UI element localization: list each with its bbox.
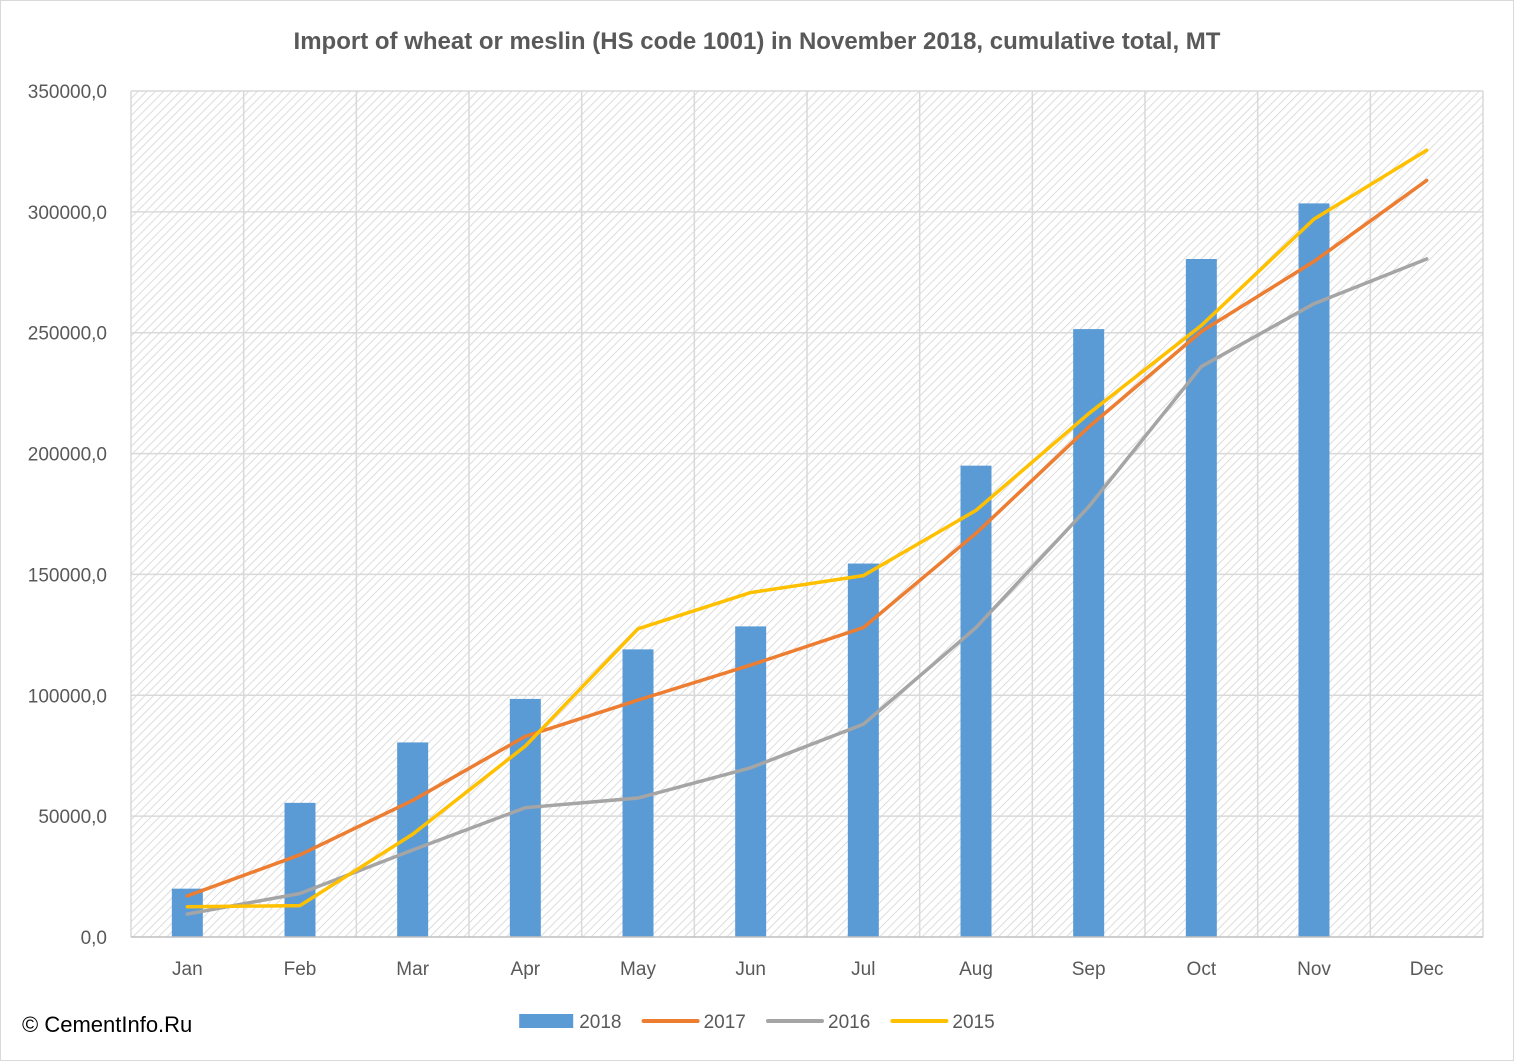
y-tick-label: 300000,0: [28, 203, 107, 224]
x-tick-label-dec: Dec: [1410, 959, 1444, 980]
legend: 2018 2017 2016 2015: [519, 1012, 995, 1033]
chart-title: Import of wheat or meslin (HS code 1001)…: [294, 28, 1221, 55]
y-tick-label: 0,0: [81, 928, 107, 949]
y-tick-label: 250000,0: [28, 324, 107, 345]
y-tick-label: 100000,0: [28, 686, 107, 707]
axes: 0,0 50000,0 100000,0 150000,0 200000,0 250000…: [28, 82, 1483, 980]
legend-label-2017: 2017: [704, 1012, 746, 1033]
x-tick-label-jun: Jun: [735, 959, 766, 980]
x-tick-label-aug: Aug: [959, 959, 993, 980]
bar-2018-may: [622, 649, 654, 937]
legend-label-2018: 2018: [579, 1012, 621, 1033]
y-tick-label: 150000,0: [28, 565, 107, 586]
line-2017: [185, 178, 1429, 898]
x-tick-label-sep: Sep: [1072, 959, 1106, 980]
bar-2018-jun: [735, 626, 767, 937]
x-tick-label-nov: Nov: [1297, 959, 1331, 980]
bar-2018-sep: [1073, 329, 1105, 937]
y-tick-label: 350000,0: [28, 82, 107, 103]
y-tick-label: 200000,0: [28, 445, 107, 466]
copyright-watermark: © CementInfo.Ru: [22, 1012, 193, 1037]
x-tick-label-feb: Feb: [284, 959, 317, 980]
x-tick-label-may: May: [620, 959, 656, 980]
bar-2018-feb: [284, 802, 316, 937]
gridlines: [130, 90, 1484, 937]
y-tick-label: 50000,0: [38, 807, 107, 828]
lines: [185, 148, 1429, 916]
bar-2018-oct: [1185, 258, 1217, 937]
x-tick-label-jul: Jul: [851, 959, 875, 980]
bar-2018-apr: [509, 698, 541, 937]
legend-label-2015: 2015: [952, 1012, 994, 1033]
bar-2018-nov: [1298, 203, 1330, 937]
x-tick-label-apr: Apr: [511, 959, 541, 980]
x-tick-label-mar: Mar: [396, 959, 429, 980]
legend-label-2016: 2016: [828, 1012, 870, 1033]
line-2015: [185, 148, 1429, 909]
x-tick-label-jan: Jan: [172, 959, 203, 980]
line-2016: [185, 257, 1429, 916]
bars-2018: [171, 203, 1330, 937]
bar-2018-aug: [960, 465, 992, 937]
legend-swatch-2018: [519, 1014, 574, 1028]
x-tick-label-oct: Oct: [1187, 959, 1217, 980]
